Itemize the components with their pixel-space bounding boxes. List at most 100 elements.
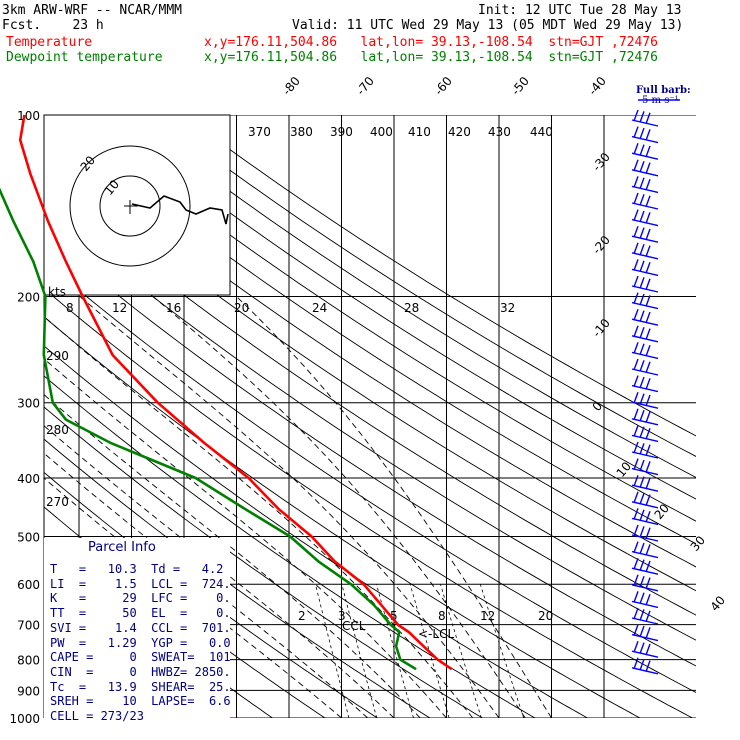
isotherm-label: -10 — [590, 316, 613, 340]
init-time: Init: 12 UTC Tue 28 May 13 — [478, 3, 682, 18]
mixing-ratio-line — [440, 584, 482, 718]
wind-barb — [631, 541, 659, 559]
mixing-ratio-label: 12 — [480, 609, 495, 623]
mixing-ratio-line — [341, 584, 378, 718]
moist-adiabat — [44, 315, 474, 718]
theta-label: 380 — [290, 125, 313, 139]
mixing-ratio-label: 8 — [438, 609, 446, 623]
dry-adiabat — [73, 115, 696, 522]
theta-label: 390 — [330, 125, 353, 139]
hodograph-speed-label: kts — [48, 285, 66, 299]
parcel-row: CAPE = 0 SWEAT= 101 — [50, 650, 231, 665]
temperature-label: Temperature — [6, 35, 93, 50]
wind-barb — [631, 425, 659, 443]
wind-barb — [631, 624, 659, 642]
pressure-tick-label: 400 — [17, 472, 40, 486]
wind-barb — [631, 159, 659, 177]
wind-barb — [631, 375, 659, 393]
ccl-annotation: CCL — [342, 619, 366, 633]
pressure-tick-label: 900 — [17, 684, 40, 698]
pressure-tick-label: 200 — [17, 291, 40, 305]
wind-barb — [631, 225, 659, 243]
pressure-tick-label: 600 — [17, 578, 40, 592]
wind-barb — [631, 607, 659, 625]
dry-adiabat — [155, 115, 696, 457]
wind-barb — [631, 474, 659, 492]
wind-barb — [631, 242, 659, 260]
wind-barb — [631, 176, 659, 194]
wind-barb — [631, 557, 659, 575]
dry-adiabat — [44, 208, 696, 641]
dry-adiabat — [101, 115, 696, 500]
parcel-row: LI = 1.5 LCL = 724. — [50, 576, 231, 591]
wind-barb — [631, 574, 659, 592]
dewpoint-profile — [0, 187, 417, 671]
parcel-row: K = 29 LFC = 0. — [50, 591, 231, 606]
hodograph-ring — [69, 145, 191, 267]
wind-barb — [631, 524, 659, 542]
isotherm-label: 40 — [708, 593, 729, 614]
isotherm-label: -30 — [590, 150, 613, 174]
isotherm-label: -20 — [590, 233, 613, 257]
dry-adiabat — [44, 234, 696, 667]
isotherm-label: -60 — [432, 74, 455, 98]
hodograph-scale-label: 16 — [166, 301, 181, 315]
wind-barb — [631, 342, 659, 360]
isotherm-label: -80 — [280, 74, 303, 98]
temperature-location: x,y=176.11,504.86 lat,lon= 39.13,-108.54… — [204, 35, 658, 50]
model-title: 3km ARW-WRF -- NCAR/MMM — [2, 3, 183, 18]
wind-barb — [631, 192, 659, 210]
mixing-ratio-line — [376, 584, 414, 718]
hodograph-ring — [99, 175, 161, 237]
parcel-info-box — [44, 538, 230, 724]
dry-adiabat — [44, 406, 483, 718]
dewpoint-location: x,y=176.11,504.86 lat,lon= 39.13,-108.54… — [204, 50, 658, 65]
wind-barb — [631, 209, 659, 227]
pressure-tick-label: 300 — [17, 397, 40, 411]
wind-barb — [631, 109, 659, 127]
parcel-row: T = 10.3 Td = 4.2 — [50, 562, 224, 576]
wind-barb — [631, 259, 659, 277]
dry-adiabat — [46, 115, 696, 545]
dry-adiabat — [128, 115, 696, 478]
theta-label: 430 — [488, 125, 511, 139]
isotherm-label: 0 — [590, 399, 606, 414]
theta-label: 270 — [46, 495, 69, 509]
dry-adiabat — [44, 316, 641, 718]
theta-label: 440 — [530, 125, 553, 139]
parcel-row: Tc = 13.9 SHEAR= 25. — [50, 679, 231, 694]
parcel-row: CIN = 0 HWBZ= 2850. — [50, 664, 231, 679]
dry-adiabat — [44, 260, 696, 694]
wind-barb — [631, 640, 659, 658]
moist-adiabat — [236, 296, 552, 718]
theta-label: 290 — [46, 349, 69, 363]
parcel-row: SVI = 1.4 CCL = 701. — [50, 620, 231, 635]
wind-barb — [631, 391, 659, 409]
lcl-annotation: <-LCL — [418, 627, 454, 641]
hodograph-trace — [131, 195, 229, 225]
wind-barb — [631, 308, 659, 326]
theta-label: 420 — [448, 125, 471, 139]
mixing-ratio-line — [409, 584, 450, 718]
hodograph-origin — [124, 200, 138, 214]
dewpoint-label: Dewpoint temperature — [6, 50, 163, 65]
isotherm-label: 10 — [614, 459, 635, 480]
wind-barb — [631, 657, 659, 675]
theta-label: 370 — [248, 125, 271, 139]
dry-adiabat — [44, 288, 693, 718]
dry-adiabat — [44, 183, 696, 616]
theta-label: 400 — [370, 125, 393, 139]
isotherm-label: 20 — [652, 501, 673, 522]
wind-barb — [631, 358, 659, 376]
moist-adiabat — [44, 358, 447, 718]
pressure-tick-label: 100 — [17, 109, 40, 123]
valid-time: Valid: 11 UTC Wed 29 May 13 (05 MDT Wed … — [292, 18, 684, 33]
wind-barb — [631, 491, 659, 509]
moist-adiabat — [44, 425, 395, 718]
hodograph-scale-label: 12 — [112, 301, 127, 315]
isotherm-label: -50 — [509, 74, 532, 98]
parcel-row: CELL = 273/23 — [50, 709, 144, 723]
hodograph-scale-label: 20 — [234, 301, 249, 315]
temperature-profile — [18, 114, 453, 671]
